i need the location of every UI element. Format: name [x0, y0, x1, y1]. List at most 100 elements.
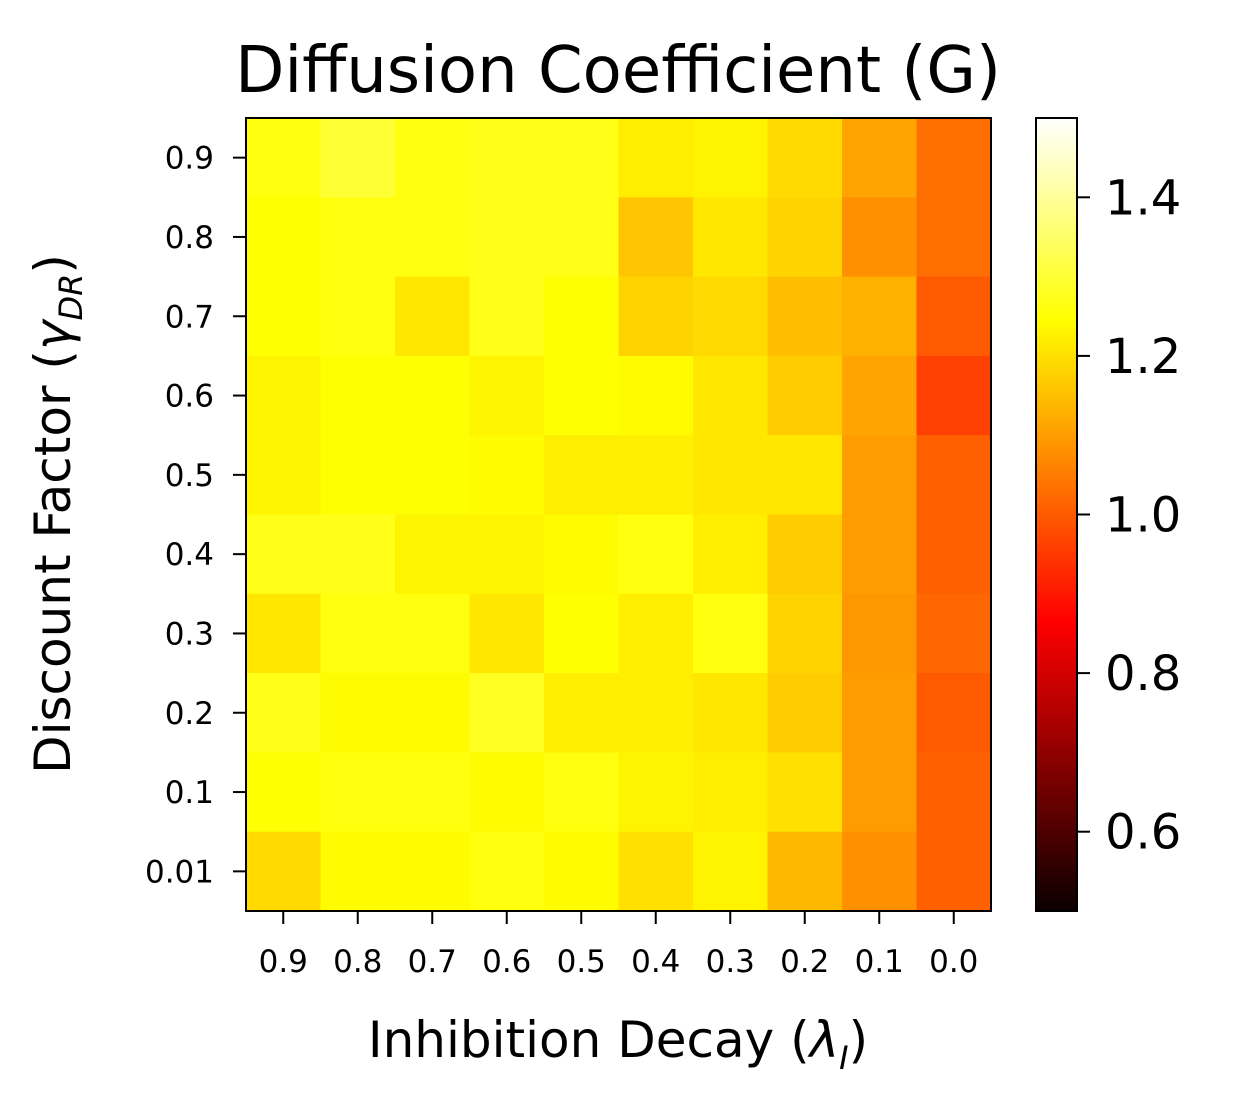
y-tick-label: 0.7	[165, 299, 214, 335]
heatmap-cell	[916, 276, 992, 357]
heatmap-cell	[693, 197, 769, 278]
heatmap-cell	[842, 355, 918, 436]
heatmap-cell	[469, 752, 545, 833]
heatmap-cell	[916, 118, 992, 198]
heatmap-cell	[246, 752, 322, 833]
heatmap-cell	[767, 355, 843, 436]
heatmap-cell	[693, 593, 769, 674]
heatmap-cell	[693, 831, 769, 912]
heatmap-cell	[246, 514, 322, 595]
x-axis-ticks: 0.9 0.8 0.7 0.6 0.5 0.4 0.3 0.2 0.1 0.0	[259, 911, 978, 980]
heatmap-cell	[246, 435, 322, 516]
heatmap-cell	[320, 276, 396, 357]
heatmap-cell	[693, 752, 769, 833]
heatmap-cell	[842, 752, 918, 833]
colorbar-ticks: 0.6 0.8 1.0 1.2 1.4	[1077, 170, 1181, 861]
heatmap-cell	[916, 435, 992, 516]
heatmap-cell	[544, 435, 620, 516]
y-tick-label: 0.1	[165, 775, 214, 811]
heatmap-cell	[842, 118, 918, 198]
heatmap-cell	[395, 831, 471, 912]
heatmap-cell	[767, 435, 843, 516]
heatmap-cell	[395, 435, 471, 516]
colorbar-tick-label: 1.4	[1105, 170, 1181, 226]
heatmap-cell	[842, 831, 918, 912]
heatmap-cell	[544, 514, 620, 595]
heatmap-cell	[618, 355, 694, 436]
heatmap-cell	[916, 197, 992, 278]
heatmap-cell	[544, 752, 620, 833]
y-tick-label: 0.2	[165, 696, 214, 732]
heatmap-cell	[246, 593, 322, 674]
y-tick-label: 0.4	[165, 537, 214, 573]
heatmap-cell	[767, 276, 843, 357]
heatmap-cell	[916, 355, 992, 436]
heatmap-cell	[842, 593, 918, 674]
heatmap-cell	[767, 831, 843, 912]
heatmap-cell	[395, 752, 471, 833]
colorbar-tick-label: 1.2	[1105, 329, 1181, 385]
heatmap-cell	[618, 435, 694, 516]
heatmap-cell	[395, 593, 471, 674]
heatmap-cell	[842, 673, 918, 753]
y-axis-ticks: 0.9 0.8 0.7 0.6 0.5 0.4 0.3 0.2 0.1 0.01	[145, 141, 246, 890]
heatmap-cell	[469, 435, 545, 516]
heatmap-cell	[618, 673, 694, 753]
heatmap-cell	[320, 435, 396, 516]
heatmap-cell	[469, 673, 545, 753]
heatmap-cell	[395, 355, 471, 436]
heatmap-cell	[618, 514, 694, 595]
heatmap-cell	[395, 276, 471, 357]
colorbar-tick-label: 0.8	[1105, 646, 1181, 702]
heatmap-cell	[246, 276, 322, 357]
heatmap-cell	[320, 831, 396, 912]
heatmap-cell	[842, 435, 918, 516]
heatmap-cell	[767, 752, 843, 833]
x-tick-label: 0.8	[333, 944, 382, 980]
heatmap-cell	[246, 831, 322, 912]
heatmap-cell	[842, 276, 918, 357]
heatmap-cell	[246, 673, 322, 753]
x-tick-label: 0.3	[706, 944, 755, 980]
heatmap-cell	[916, 831, 992, 912]
heatmap-cell	[246, 118, 322, 198]
heatmap-cell	[469, 355, 545, 436]
x-tick-label: 0.5	[557, 944, 606, 980]
x-tick-label: 0.2	[780, 944, 829, 980]
heatmap-cell	[469, 514, 545, 595]
y-tick-label: 0.8	[165, 220, 214, 256]
heatmap-cell	[618, 752, 694, 833]
chart-title: Diffusion Coefficient (G)	[235, 34, 1001, 108]
x-tick-label: 0.1	[855, 944, 904, 980]
heatmap-cell	[544, 673, 620, 753]
heatmap-cell	[618, 831, 694, 912]
heatmap-cell	[693, 118, 769, 198]
heatmap-cell	[693, 435, 769, 516]
x-tick-label: 0.0	[929, 944, 978, 980]
heatmap-cell	[916, 593, 992, 674]
heatmap-cell	[618, 197, 694, 278]
heatmap-cell	[246, 355, 322, 436]
heatmap-cell	[320, 514, 396, 595]
heatmap-cell	[469, 831, 545, 912]
x-tick-label: 0.9	[259, 944, 308, 980]
heatmap-cells	[246, 118, 992, 912]
y-tick-label: 0.5	[165, 458, 214, 494]
y-tick-label: 0.3	[165, 616, 214, 652]
x-tick-label: 0.6	[482, 944, 531, 980]
heatmap-cell	[469, 276, 545, 357]
heatmap-cell	[767, 118, 843, 198]
colorbar	[1035, 117, 1078, 912]
heatmap-cell	[395, 673, 471, 753]
heatmap-cell	[544, 197, 620, 278]
heatmap-cell	[320, 197, 396, 278]
heatmap-cell	[916, 752, 992, 833]
heatmap-cell	[544, 118, 620, 198]
y-axis-label: Discount Factor (γDR)	[24, 254, 90, 774]
heatmap-cell	[916, 673, 992, 753]
colorbar-tick-label: 0.6	[1105, 805, 1181, 861]
heatmap-cell	[693, 276, 769, 357]
heatmap-cell	[320, 593, 396, 674]
heatmap-cell	[618, 118, 694, 198]
